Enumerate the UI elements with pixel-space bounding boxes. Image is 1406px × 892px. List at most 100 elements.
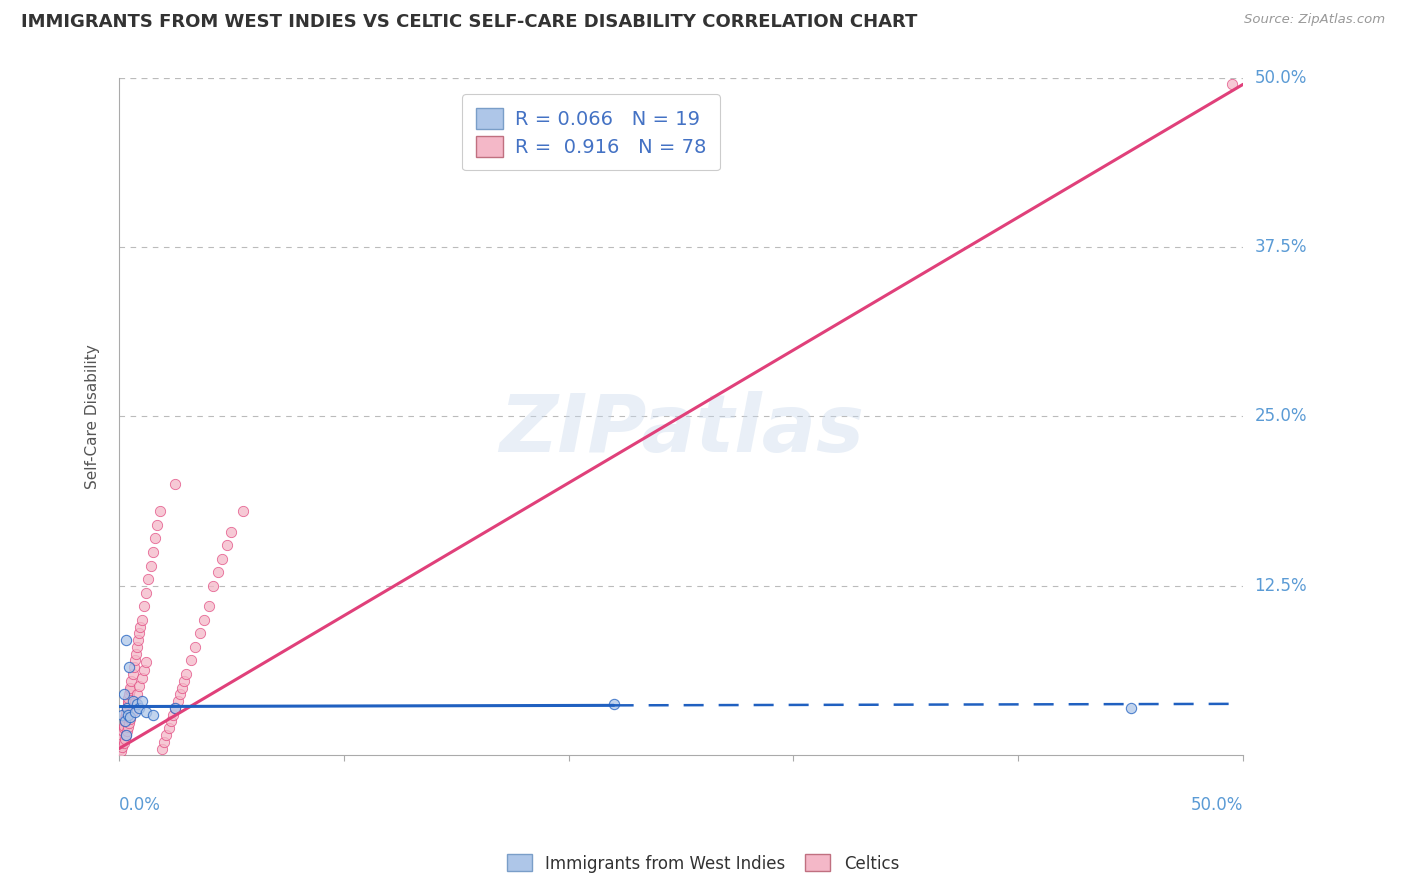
Legend: Immigrants from West Indies, Celtics: Immigrants from West Indies, Celtics [501,847,905,880]
Point [150,741,173,756]
Text: ZIPatlas: ZIPatlas [499,391,863,469]
Point [124,696,146,710]
Point [142,707,165,722]
Point [111,707,134,722]
Point [124,653,146,667]
Point [1220,78,1243,92]
Point [112,687,135,701]
Y-axis label: Self-Care Disability: Self-Care Disability [86,344,100,489]
Point [215,538,238,552]
Point [114,710,136,724]
Point [139,558,162,573]
Point [125,640,148,654]
Point [117,694,139,708]
Point [127,633,149,648]
Point [202,579,225,593]
Point [125,697,148,711]
Point [112,718,135,732]
Point [118,715,141,730]
Point [121,694,143,708]
Point [131,671,153,685]
Point [111,732,134,747]
Point [111,728,134,742]
Text: 50.0%: 50.0% [1191,796,1243,814]
Text: 50.0%: 50.0% [1254,69,1306,87]
Point [114,707,136,722]
Point [108,741,131,756]
Point [114,732,136,747]
Point [135,585,157,599]
Point [166,694,188,708]
Point [165,477,187,491]
Point [121,667,143,681]
Point [125,647,148,661]
Point [176,667,198,681]
Point [184,640,207,654]
Point [114,714,136,729]
Point [198,599,221,614]
Text: 12.5%: 12.5% [1254,577,1308,595]
Point [188,626,211,640]
Point [115,723,138,738]
Text: 25.0%: 25.0% [1254,408,1306,425]
Text: 0.0%: 0.0% [120,796,160,814]
Point [125,687,148,701]
Point [115,705,138,719]
Point [114,714,136,729]
Point [211,551,233,566]
Point [148,504,170,518]
Point [122,660,145,674]
Point [207,566,229,580]
Point [121,704,143,718]
Point [159,714,181,729]
Point [114,633,136,648]
Point [120,710,142,724]
Point [136,572,159,586]
Point [128,626,150,640]
Point [118,660,141,674]
Text: IMMIGRANTS FROM WEST INDIES VS CELTIC SELF-CARE DISABILITY CORRELATION CHART: IMMIGRANTS FROM WEST INDIES VS CELTIC SE… [21,13,918,31]
Point [157,721,180,735]
Point [153,735,176,749]
Point [112,721,135,735]
Point [118,687,141,701]
Point [112,723,135,738]
Point [180,653,202,667]
Point [117,707,139,722]
Point [114,728,136,742]
Point [128,679,150,693]
Point [193,613,215,627]
Point [128,701,150,715]
Point [232,504,254,518]
Point [115,701,138,715]
Point [129,619,152,633]
Point [111,740,134,755]
Point [165,701,187,715]
Point [110,735,132,749]
Point [162,707,184,722]
Point [143,532,166,546]
Point [146,517,169,532]
Point [117,697,139,711]
Point [135,705,157,719]
Point [132,663,155,677]
Point [169,687,191,701]
Point [117,720,139,734]
Point [110,744,132,758]
Point [110,738,132,752]
Point [155,728,177,742]
Point [131,694,153,708]
Point [602,697,624,711]
Point [120,673,142,688]
Point [120,681,142,695]
Text: 37.5%: 37.5% [1254,238,1306,256]
Point [124,705,146,719]
Point [135,655,157,669]
Point [117,691,139,706]
Point [173,673,195,688]
Point [114,728,136,742]
Point [165,701,187,715]
Point [131,613,153,627]
Point [120,712,142,726]
Point [142,545,165,559]
